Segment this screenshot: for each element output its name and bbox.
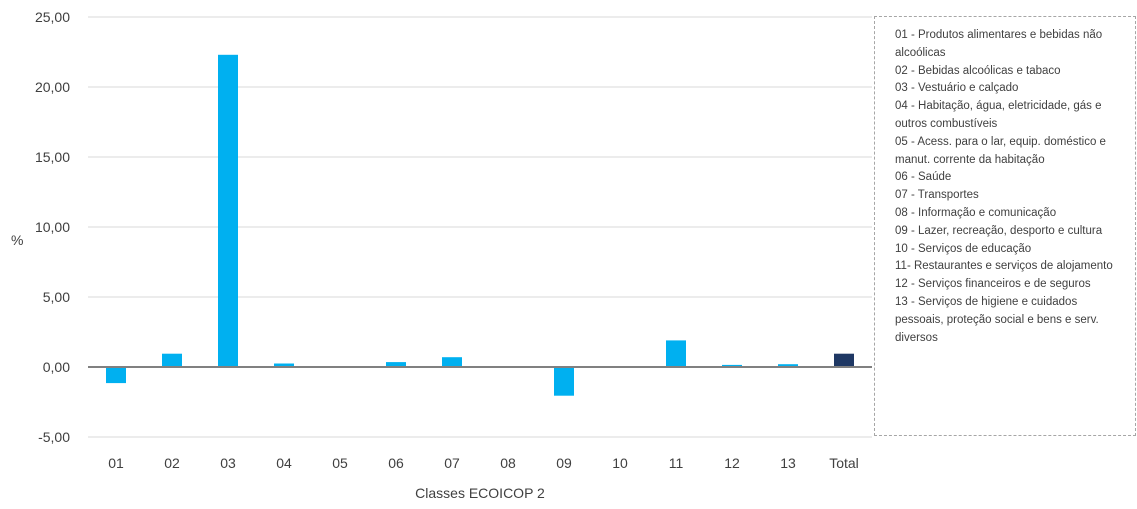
x-axis-label: Classes ECOICOP 2 [415,485,545,501]
legend-item: 09 - Lazer, recreação, desporto e cultur… [895,224,1103,237]
bar-04 [274,363,294,367]
y-tick-label: 10,00 [35,219,70,235]
x-tick-label: 06 [388,455,404,471]
bar-13 [778,364,798,367]
x-tick-label: 02 [164,455,180,471]
x-tick-label: 13 [780,455,796,471]
legend-item: 13 - Serviços de higiene e cuidados pess… [895,295,1099,344]
y-tick-label: 20,00 [35,79,70,95]
legend-item: 10 - Serviços de educação [895,242,1032,255]
bar-06 [386,362,406,367]
x-tick-label: 09 [556,455,572,471]
x-tick-label: 12 [724,455,740,471]
legend-list: 01 - Produtos alimentares e bebidas não … [895,27,1127,347]
legend: 01 - Produtos alimentares e bebidas não … [874,16,1136,436]
bar-01 [106,367,126,384]
y-tick-label: 15,00 [35,149,70,165]
legend-item: 05 - Acess. para o lar, equip. doméstico… [895,135,1106,166]
legend-item: 12 - Serviços financeiros e de seguros [895,278,1091,291]
x-tick-label: 11 [669,455,684,471]
bar-02 [162,353,182,367]
legend-item: 08 - Informação e comunicação [895,206,1057,219]
x-tick-label: Total [829,455,859,471]
y-tick-label: 25,00 [35,9,70,25]
legend-item: 02 - Bebidas alcoólicas e tabaco [895,64,1061,77]
legend-item: 03 - Vestuário e calçado [895,82,1019,95]
bar-total [834,353,854,367]
gridlines [88,16,872,438]
bar-03 [218,54,238,368]
y-tick-label: 0,00 [43,359,70,375]
legend-item: 07 - Transportes [895,189,979,202]
x-tick-label: 08 [500,455,516,471]
legend-item: 01 - Produtos alimentares e bebidas não … [895,29,1103,59]
bar-11 [666,340,686,367]
bar-09 [554,367,574,396]
x-tick-label: 04 [276,455,292,471]
bars [106,54,854,396]
x-tick-label: 07 [444,455,460,471]
legend-item: 06 - Saúde [895,171,952,184]
y-tick-label: 5,00 [43,289,70,305]
y-tick-label: -5,00 [38,429,70,445]
x-tick-label: 03 [220,455,236,471]
x-tick-label: 10 [612,455,628,471]
x-tick-label: 05 [332,455,348,471]
y-axis-label: % [11,232,23,248]
legend-item: 04 - Habitação, água, eletricidade, gás … [895,100,1102,130]
legend-item: 11- Restaurantes e serviços de alojament… [895,260,1113,273]
y-axis-tick-labels: -5,00 0,00 5,00 10,00 15,00 20,00 25,00 [35,9,70,445]
x-tick-label: 01 [108,455,124,471]
bar-07 [442,357,462,367]
bar-12 [722,364,742,367]
x-axis-tick-labels: 01 02 03 04 05 06 07 08 09 10 11 12 13 Total [108,455,859,471]
